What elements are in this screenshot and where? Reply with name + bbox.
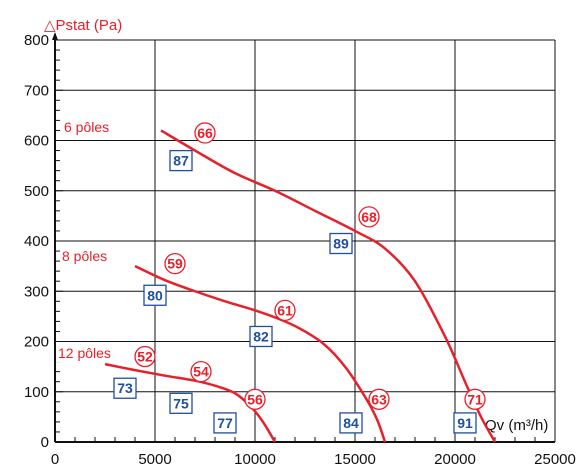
box-label: 89 (333, 236, 349, 252)
y-axis-label: △Pstat (Pa) (44, 17, 122, 34)
box-label: 82 (253, 328, 269, 344)
box-marker (249, 325, 273, 348)
y-tick-label: 300 (24, 283, 49, 300)
series-label: 8 pôles (62, 248, 107, 264)
curve-8-pôles (134, 264, 387, 443)
box-label: 80 (147, 287, 163, 303)
y-axis-arrow (52, 32, 58, 40)
series-label-bg (62, 119, 112, 136)
box-marker (339, 412, 363, 434)
x-tick-label: 10000 (234, 451, 276, 468)
circle-marker (274, 299, 296, 321)
x-tick-label: 25000 (534, 451, 576, 468)
box-label: 77 (217, 415, 233, 431)
y-tick-label: 700 (24, 82, 49, 99)
annotations: 66 68 59 61 52 54 56 63 71 87 89 80 82 73 75 77 84 91 (113, 122, 486, 434)
circle-label: 61 (277, 302, 293, 318)
circle-label: 52 (137, 349, 153, 365)
box-marker (143, 284, 167, 306)
x-axis-label: Qv (m³/h) (485, 417, 548, 434)
circle-marker (358, 206, 380, 228)
series-label-bg (56, 345, 113, 362)
series-labels: 6 pôles 8 pôles 12 pôles (56, 119, 113, 362)
series-label: 6 pôles (64, 119, 109, 135)
box-marker (169, 149, 193, 172)
tick-labels: 0 100 200 300 400 500 600 700 800 0 5000 10000 15000… (24, 32, 576, 468)
box-marker (329, 232, 353, 255)
circle-marker (464, 388, 486, 410)
box-marker (453, 412, 477, 434)
x-tick-label: 20000 (434, 451, 476, 468)
circle-label: 59 (167, 256, 183, 272)
circle-label: 68 (361, 209, 377, 225)
circle-label: 63 (371, 391, 387, 407)
y-tick-label: 200 (24, 334, 49, 351)
circle-label: 66 (197, 125, 213, 141)
circle-marker (164, 252, 186, 275)
circle-marker (190, 360, 212, 383)
box-label: 73 (117, 380, 133, 396)
curve-12-pôles (104, 362, 277, 443)
box-marker (169, 392, 193, 414)
series-label: 12 pôles (58, 345, 111, 361)
circle-marker (368, 388, 390, 410)
y-tick-label: 600 (24, 133, 49, 150)
circle-label: 54 (193, 364, 209, 380)
y-tick-label: 100 (24, 384, 49, 401)
circle-marker (244, 388, 266, 410)
box-label: 91 (457, 415, 473, 431)
y-tick-label: 800 (24, 32, 49, 49)
circle-label: 71 (467, 391, 483, 407)
series-label-bg (60, 248, 110, 265)
box-label: 75 (173, 395, 189, 411)
circle-marker (134, 345, 156, 368)
box-label: 84 (343, 415, 359, 431)
x-tick-label: 0 (51, 451, 59, 468)
circle-marker (194, 122, 216, 144)
box-marker (113, 377, 137, 399)
x-tick-label: 5000 (138, 451, 171, 468)
y-tick-label: 400 (24, 233, 49, 250)
box-label: 87 (173, 153, 189, 169)
grid (52, 32, 556, 443)
box-marker (213, 412, 237, 434)
y-tick-label: 0 (41, 434, 49, 451)
circle-label: 56 (247, 391, 263, 407)
curve-6-pôles (160, 129, 497, 443)
y-tick-label: 500 (24, 183, 49, 200)
curves (104, 129, 497, 443)
x-tick-label: 15000 (334, 451, 376, 468)
